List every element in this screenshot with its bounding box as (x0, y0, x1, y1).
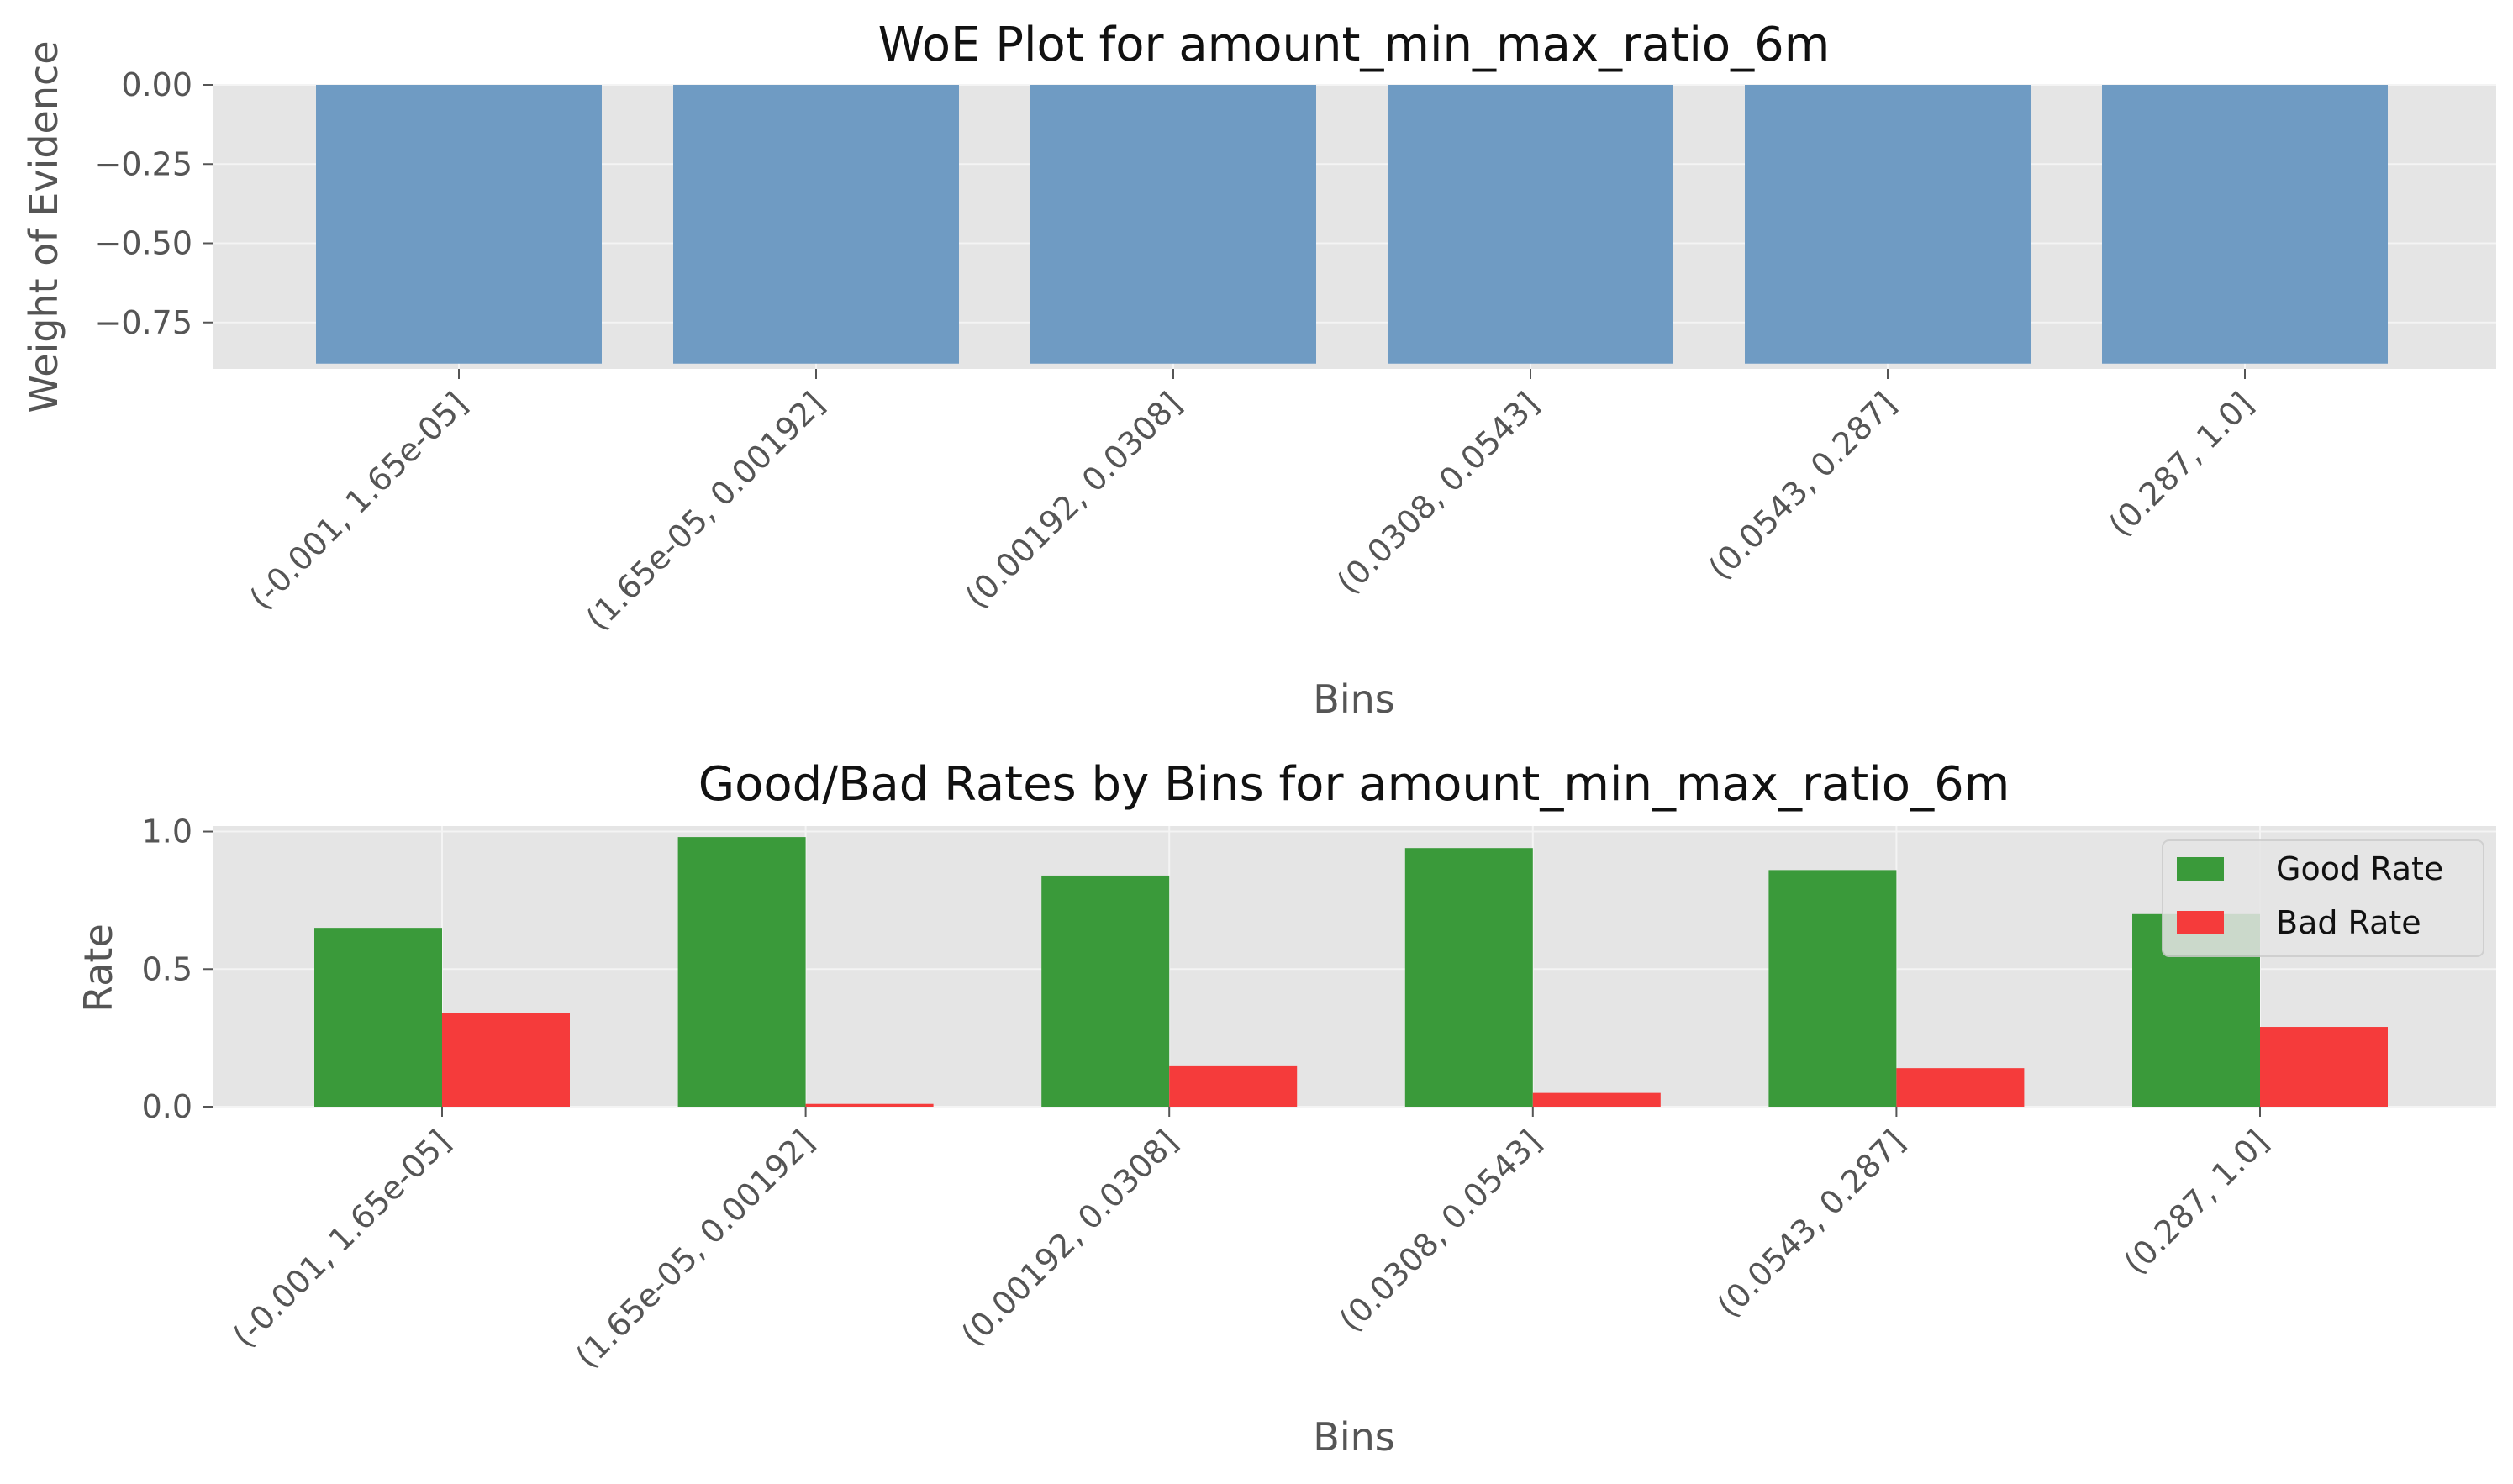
woe-y-ticks: 0.00 −0.25 −0.50 −0.75 (95, 66, 213, 341)
rates-y-axis-label: Rate (76, 924, 121, 1012)
rates-x-tick-label: (0.00192, 0.0308] (954, 1123, 1184, 1353)
bad-rate-bar (2260, 1027, 2388, 1107)
woe-bar (1030, 85, 1316, 364)
good-rate-bar (677, 837, 806, 1107)
woe-y-tick-label: −0.75 (95, 304, 192, 341)
bad-rate-bar (1896, 1068, 2025, 1107)
woe-x-tick-label: (-0.001, 1.65e-05] (242, 385, 474, 617)
rates-y-ticks: 0.0 0.5 1.0 (142, 813, 213, 1125)
woe-bar (1388, 85, 1673, 364)
woe-x-tick-label: (0.00192, 0.0308] (958, 385, 1188, 615)
woe-y-axis-label: Weight of Evidence (21, 40, 66, 413)
woe-y-tick-label: −0.25 (95, 145, 192, 182)
woe-x-axis-label: Bins (1313, 676, 1394, 722)
legend-swatch-good (2177, 857, 2224, 881)
legend-swatch-bad (2177, 911, 2224, 934)
rates-y-tick-label: 1.0 (142, 813, 192, 850)
rates-chart: 0.0 0.5 1.0 (-0.001, 1.65e-05] (1.65e-05, 0… (76, 757, 2496, 1460)
woe-x-tick-label: (0.287, 1.0] (2102, 385, 2261, 544)
rates-x-tick-label: (0.0543, 0.287] (1710, 1123, 1912, 1324)
good-rate-bar (1768, 870, 1897, 1107)
woe-bar (316, 85, 602, 364)
woe-bar (1745, 85, 2031, 364)
bad-rate-bar (1532, 1092, 1661, 1107)
woe-y-tick-label: −0.50 (95, 225, 192, 262)
rates-y-tick-label: 0.5 (142, 950, 192, 987)
rates-x-ticks: (-0.001, 1.65e-05] (1.65e-05, 0.00192] (0.… (225, 1107, 2275, 1376)
legend-label-good: Good Rate (2276, 850, 2443, 887)
rates-x-axis-label: Bins (1313, 1414, 1394, 1460)
good-rate-bar (314, 928, 442, 1107)
rates-y-tick-label: 0.0 (142, 1088, 192, 1125)
legend-label-bad: Bad Rate (2276, 904, 2421, 941)
rates-x-tick-label: (0.287, 1.0] (2117, 1123, 2276, 1281)
woe-bar (673, 85, 959, 364)
rates-x-tick-label: (-0.001, 1.65e-05] (225, 1123, 457, 1355)
bad-rate-bar (805, 1103, 934, 1107)
woe-x-tick-label: (0.0543, 0.287] (1701, 385, 1903, 587)
woe-bar (2102, 85, 2388, 364)
bad-rate-bar (442, 1013, 570, 1107)
rates-x-tick-label: (0.0308, 0.0543] (1332, 1123, 1548, 1339)
rates-x-tick-label: (1.65e-05, 0.00192] (568, 1123, 821, 1376)
woe-x-ticks: (-0.001, 1.65e-05] (1.65e-05, 0.00192] (0.… (242, 369, 2260, 638)
legend-box (2162, 839, 2484, 957)
good-rate-bar (1041, 875, 1170, 1107)
woe-x-tick-label: (0.0308, 0.0543] (1330, 385, 1546, 601)
woe-y-tick-label: 0.00 (121, 66, 192, 103)
rates-legend: Good Rate Bad Rate (2162, 839, 2484, 957)
woe-title: WoE Plot for amount_min_max_ratio_6m (878, 18, 1831, 72)
woe-x-tick-label: (1.65e-05, 0.00192] (579, 385, 832, 638)
good-rate-bar (1404, 848, 1533, 1107)
rates-plot-area (213, 826, 2496, 1107)
bad-rate-bar (1169, 1065, 1298, 1107)
rates-title: Good/Bad Rates by Bins for amount_min_ma… (698, 757, 2010, 812)
woe-chart: 0.00 −0.25 −0.50 −0.75 (-0.001, 1.65e-05] (1… (21, 18, 2496, 722)
woe-bars (316, 85, 2388, 364)
